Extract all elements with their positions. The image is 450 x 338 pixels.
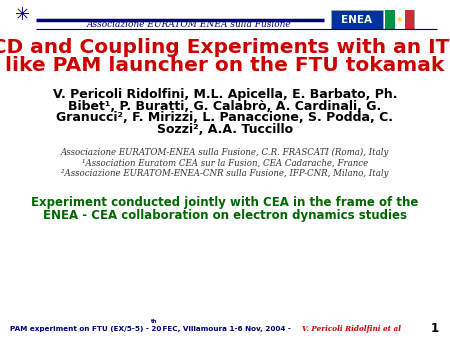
Text: ENEA: ENEA (342, 15, 372, 25)
Bar (395, 10, 405, 29)
FancyBboxPatch shape (385, 10, 414, 29)
Text: th: th (151, 319, 157, 323)
FancyBboxPatch shape (331, 10, 382, 29)
Text: FEC, Villamoura 1-6 Nov, 2004 -: FEC, Villamoura 1-6 Nov, 2004 - (160, 325, 293, 332)
Text: V. Pericoli Ridolfini, M.L. Apicella, E. Barbato, Ph.: V. Pericoli Ridolfini, M.L. Apicella, E.… (53, 88, 397, 101)
Bar (385, 10, 395, 29)
Text: like PAM launcher on the FTU tokamak: like PAM launcher on the FTU tokamak (5, 56, 445, 75)
Text: ENEA - CEA collaboration on electron dynamics studies: ENEA - CEA collaboration on electron dyn… (43, 209, 407, 222)
Text: Bibet¹, P. Buratti, G. Calabrò, A. Cardinali, G.: Bibet¹, P. Buratti, G. Calabrò, A. Cardi… (68, 100, 382, 113)
Text: ¹Association Euratom CEA sur la Fusion, CEA Cadarache, France: ¹Association Euratom CEA sur la Fusion, … (82, 159, 368, 167)
Text: ✳: ✳ (15, 6, 30, 24)
Text: Granucci², F. Mirizzi, L. Panaccione, S. Podda, C.: Granucci², F. Mirizzi, L. Panaccione, S.… (57, 111, 393, 124)
Bar (405, 10, 414, 29)
Text: 1: 1 (431, 322, 439, 335)
Text: Experiment conducted jointly with CEA in the frame of the: Experiment conducted jointly with CEA in… (32, 196, 419, 209)
Text: V. Pericoli Ridolfini et al: V. Pericoli Ridolfini et al (302, 324, 400, 333)
Text: ★: ★ (396, 15, 403, 24)
Text: Sozzi², A.A. Tuccillo: Sozzi², A.A. Tuccillo (157, 123, 293, 136)
Text: LHCD and Coupling Experiments with an ITER-: LHCD and Coupling Experiments with an IT… (0, 39, 450, 57)
Text: Associazione EURATOM-ENEA sulla Fusione, C.R. FRASCATI (Roma), Italy: Associazione EURATOM-ENEA sulla Fusione,… (61, 148, 389, 157)
Text: PAM experiment on FTU (EX/5-5) - 20: PAM experiment on FTU (EX/5-5) - 20 (10, 325, 161, 332)
Text: ²Associazione EURATOM-ENEA-CNR sulla Fusione, IFP-CNR, Milano, Italy: ²Associazione EURATOM-ENEA-CNR sulla Fus… (61, 169, 389, 177)
Text: Associazione EURATOM ENEA sulla Fusione: Associazione EURATOM ENEA sulla Fusione (86, 20, 292, 29)
